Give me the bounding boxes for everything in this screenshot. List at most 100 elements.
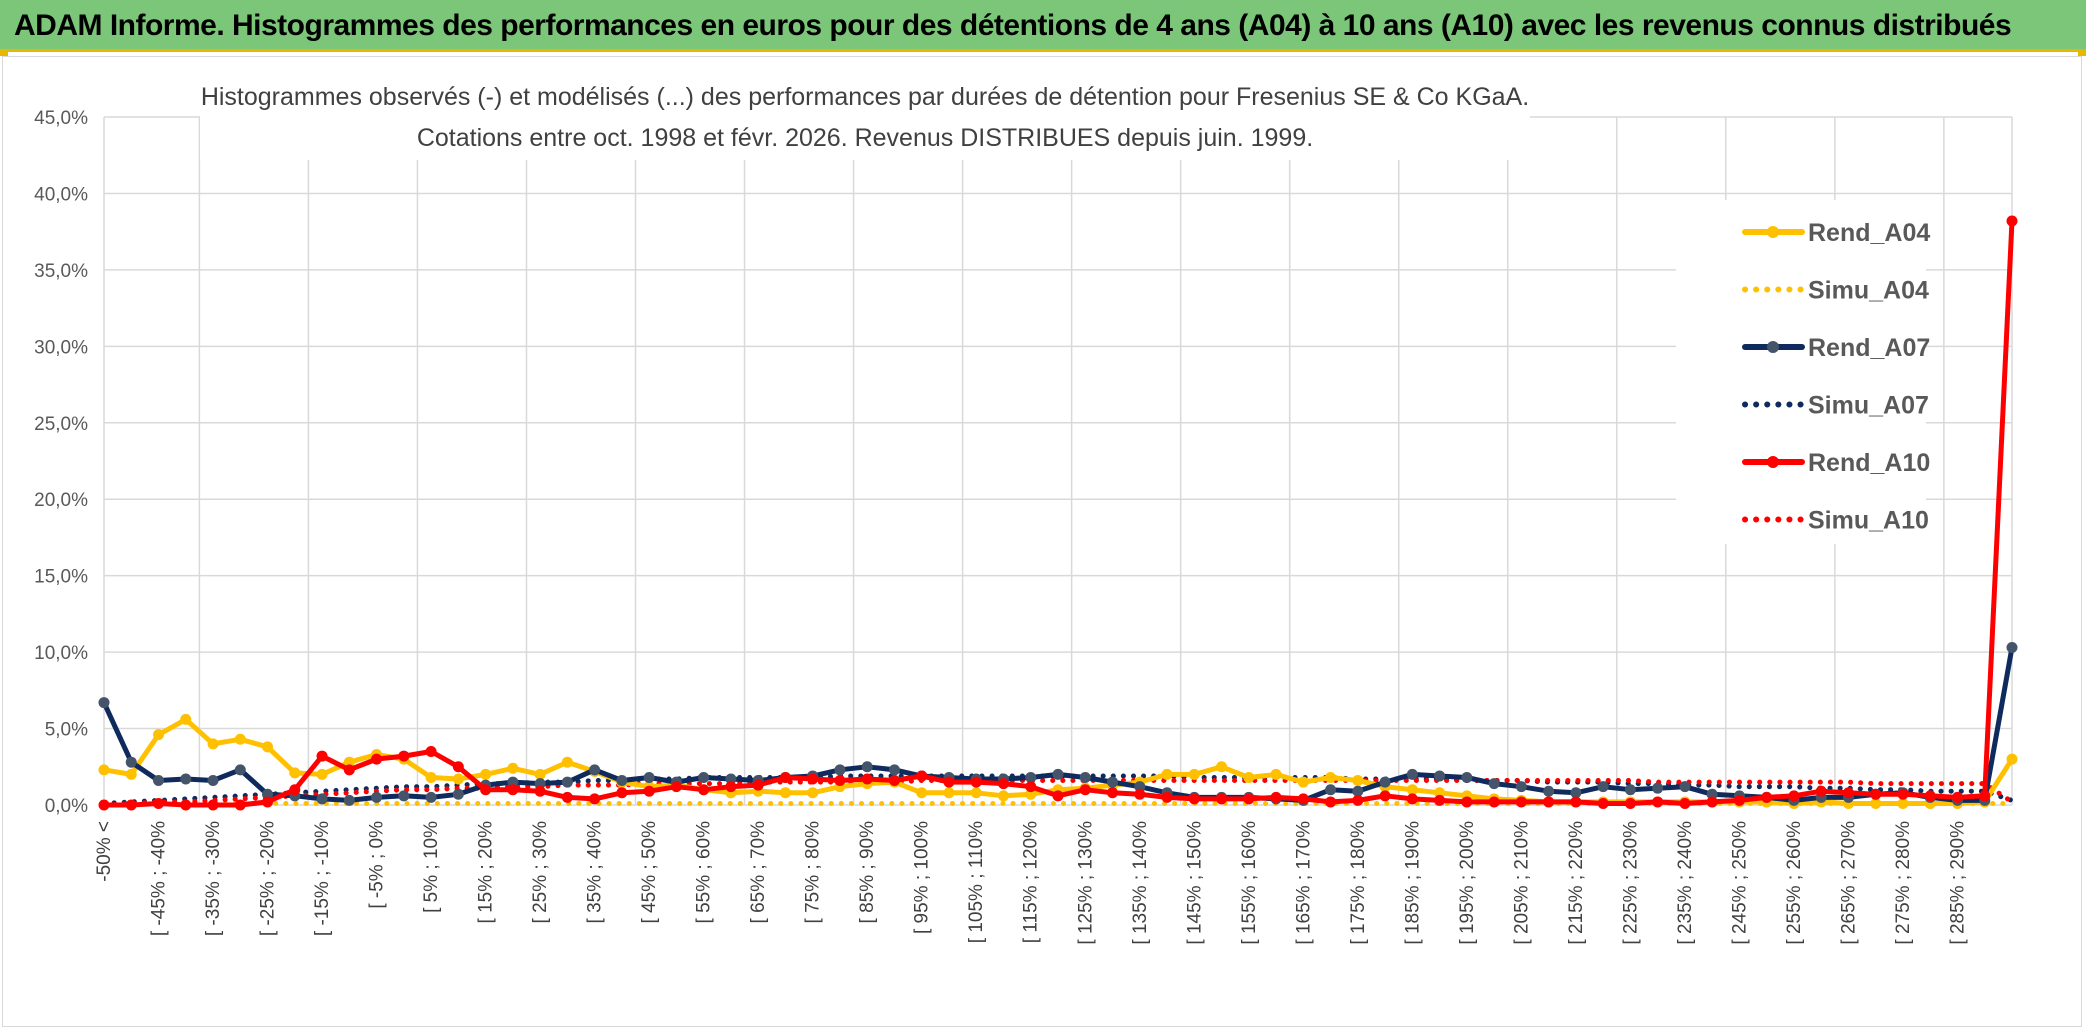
data-point-rend-a04 — [1297, 776, 1309, 788]
data-point-rend-a10 — [180, 799, 192, 811]
x-tick-label: [ 25% ; 30% — [530, 821, 551, 924]
data-point-rend-a10 — [1679, 797, 1691, 809]
data-point-rend-a04 — [180, 713, 192, 725]
y-tick-label: 40,0% — [34, 184, 88, 205]
data-point-rend-a10 — [779, 771, 791, 783]
data-point-rend-a07 — [725, 773, 737, 785]
data-point-rend-a07 — [1107, 776, 1119, 788]
data-point-rend-a10 — [234, 799, 246, 811]
data-point-rend-a04 — [1161, 768, 1173, 780]
x-tick-label: [ 215% ; 220% — [1566, 821, 1587, 945]
y-tick-label: 35,0% — [34, 261, 88, 282]
data-point-rend-a10 — [207, 799, 219, 811]
x-tick-label: [ 85% ; 90% — [857, 821, 878, 924]
data-point-rend-a07 — [2006, 642, 2018, 654]
data-point-rend-a07 — [98, 697, 110, 709]
data-point-rend-a10 — [452, 761, 464, 773]
data-point-rend-a10 — [1597, 797, 1609, 809]
data-point-rend-a07 — [861, 761, 873, 773]
data-point-rend-a07 — [1325, 784, 1337, 796]
data-point-rend-a04 — [262, 741, 274, 753]
x-tick-label: [ 65% ; 70% — [748, 821, 769, 924]
data-point-rend-a10 — [888, 775, 900, 787]
data-point-rend-a07 — [1352, 785, 1364, 797]
data-point-rend-a07 — [1079, 771, 1091, 783]
legend-label-simu-a10: Simu_A10 — [1808, 507, 1929, 535]
x-tick-label: [ 225% ; 230% — [1620, 821, 1641, 945]
x-tick-label: [ 45% ; 50% — [639, 821, 660, 924]
data-point-rend-a04 — [452, 773, 464, 785]
x-tick-label: -50% < — [94, 821, 115, 882]
data-point-rend-a10 — [125, 799, 137, 811]
y-axis-ticks: 0,0% 5,0% 10,0% 15,0% 20,0% 25,0% 30,0% 35,0% 40… — [34, 108, 88, 817]
data-point-rend-a10 — [1379, 790, 1391, 802]
data-point-rend-a04 — [425, 771, 437, 783]
data-point-rend-a10 — [534, 785, 546, 797]
data-point-rend-a10 — [1188, 793, 1200, 805]
data-point-rend-a04 — [1243, 771, 1255, 783]
x-tick-label: [ -35% ; -30% — [203, 821, 224, 936]
data-point-rend-a10 — [1270, 791, 1282, 803]
chart-title-background — [200, 76, 1530, 160]
chart-frame — [2, 56, 2082, 1027]
data-point-rend-a10 — [1325, 796, 1337, 808]
data-point-rend-a10 — [861, 773, 873, 785]
data-point-rend-a10 — [1815, 785, 1827, 797]
legend-marker — [1767, 226, 1779, 238]
x-tick-label: [ 125% ; 130% — [1075, 821, 1096, 945]
data-point-rend-a07 — [1679, 781, 1691, 793]
x-tick-label: [ 155% ; 160% — [1239, 821, 1260, 945]
data-point-rend-a10 — [1107, 787, 1119, 799]
data-point-rend-a07 — [125, 756, 137, 768]
data-point-rend-a10 — [834, 775, 846, 787]
data-point-rend-a10 — [752, 779, 764, 791]
data-point-rend-a10 — [1951, 791, 1963, 803]
x-tick-label: [ 175% ; 180% — [1348, 821, 1369, 945]
data-point-rend-a07 — [534, 778, 546, 790]
data-point-rend-a10 — [943, 776, 955, 788]
data-point-rend-a04 — [234, 733, 246, 745]
chart-legend: Rend_A04 Simu_A04 Rend_A07 Simu_A07 Rend_A10… — [1676, 200, 1930, 544]
legend-marker — [1767, 456, 1779, 468]
data-point-rend-a10 — [1543, 796, 1555, 808]
data-point-rend-a10 — [561, 791, 573, 803]
data-point-rend-a10 — [1079, 784, 1091, 796]
y-tick-label: 0,0% — [45, 796, 88, 817]
data-point-rend-a10 — [1842, 787, 1854, 799]
data-point-rend-a07 — [398, 790, 410, 802]
x-tick-label: [ 235% ; 240% — [1675, 821, 1696, 945]
data-point-rend-a10 — [1434, 794, 1446, 806]
data-point-rend-a07 — [1025, 771, 1037, 783]
data-point-rend-a10 — [1461, 796, 1473, 808]
data-point-rend-a10 — [1243, 793, 1255, 805]
data-point-rend-a07 — [452, 788, 464, 800]
x-tick-label: [ 75% ; 80% — [803, 821, 824, 924]
data-point-rend-a07 — [1461, 771, 1473, 783]
data-point-rend-a04 — [125, 768, 137, 780]
data-point-rend-a10 — [507, 784, 519, 796]
data-point-rend-a10 — [1733, 794, 1745, 806]
x-tick-label: [ 145% ; 150% — [1184, 821, 1205, 945]
data-point-rend-a10 — [1979, 790, 1991, 802]
y-tick-label: 20,0% — [34, 490, 88, 511]
x-tick-label: [ 265% ; 270% — [1838, 821, 1859, 945]
x-tick-label: [ 255% ; 260% — [1784, 821, 1805, 945]
legend-label-rend-a07: Rend_A07 — [1808, 334, 1930, 362]
legend-label-rend-a10: Rend_A10 — [1808, 449, 1930, 477]
data-point-rend-a07 — [234, 764, 246, 776]
data-point-rend-a10 — [725, 781, 737, 793]
data-point-rend-a07 — [507, 776, 519, 788]
x-tick-label: [ -5% ; 0% — [367, 821, 388, 909]
data-point-rend-a04 — [98, 764, 110, 776]
x-tick-label: [ 105% ; 110% — [966, 821, 987, 943]
data-point-rend-a10 — [343, 764, 355, 776]
data-point-rend-a04 — [1188, 768, 1200, 780]
data-point-rend-a10 — [1924, 790, 1936, 802]
data-point-rend-a10 — [589, 793, 601, 805]
data-point-rend-a04 — [1870, 797, 1882, 809]
data-point-rend-a10 — [398, 750, 410, 762]
x-tick-label: [ -45% ; -40% — [149, 821, 170, 936]
data-point-rend-a04 — [916, 787, 928, 799]
data-point-rend-a07 — [643, 771, 655, 783]
data-point-rend-a04 — [1352, 775, 1364, 787]
